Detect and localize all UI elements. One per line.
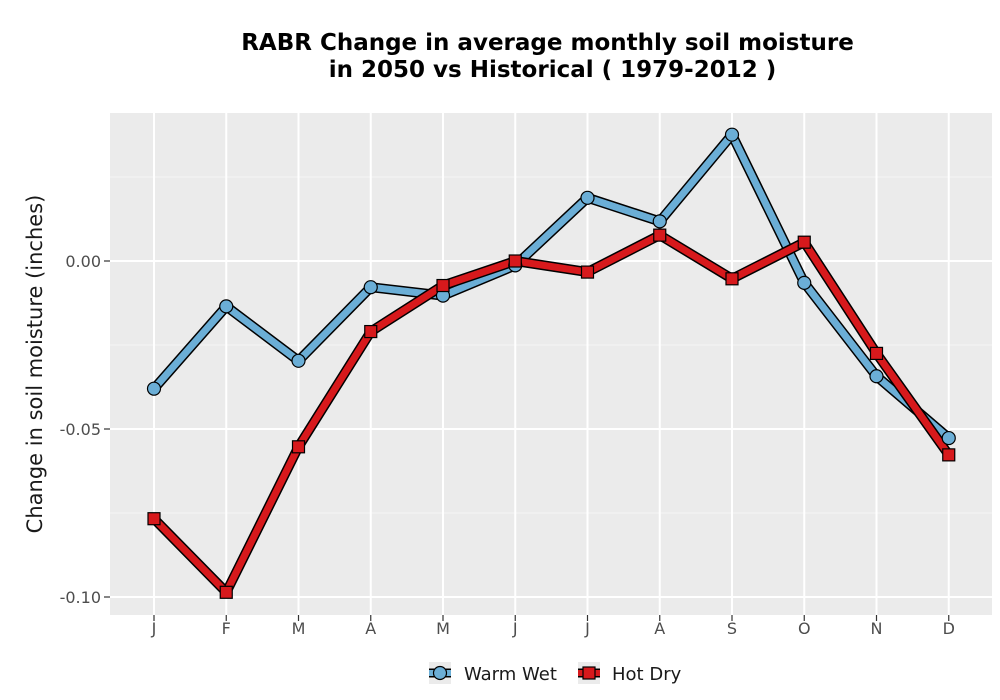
legend-key (429, 662, 451, 684)
plot-panel (110, 113, 992, 615)
x-tick-label: O (798, 619, 811, 638)
major-gridlines (110, 113, 992, 615)
x-tick-label: D (943, 619, 955, 638)
x-tick-label: J (512, 619, 518, 638)
data-point (291, 440, 306, 454)
x-tick-label: M (436, 619, 450, 638)
data-point (869, 346, 884, 360)
x-tick-label: N (871, 619, 883, 638)
series-line (150, 131, 953, 442)
legend: Warm Wet Hot Dry (429, 662, 682, 685)
data-point (219, 299, 234, 314)
legend-label: Warm Wet (464, 664, 557, 685)
data-point (363, 280, 378, 295)
data-point (580, 190, 595, 205)
data-point (869, 369, 884, 384)
data-point (725, 272, 739, 286)
y-tick-label: -0.10 (60, 588, 101, 607)
chart-title: RABR Change in average monthly soil mois… (0, 30, 1000, 84)
x-tick-label: A (654, 619, 665, 638)
data-point (364, 324, 378, 339)
data-point (580, 265, 595, 279)
data-point (652, 214, 667, 229)
y-axis: 0.00 -0.05 -0.10 (60, 252, 110, 607)
data-point (219, 585, 233, 599)
series-layer (149, 129, 954, 598)
minor-gridlines (110, 176, 992, 514)
chart-title-line-1: RABR Change in average monthly soil mois… (241, 30, 854, 56)
y-axis-title: Change in soil moisture (inches) (23, 195, 47, 534)
y-tick-label: 0.00 (65, 252, 101, 271)
data-point (508, 254, 522, 268)
data-point (436, 278, 450, 293)
legend-key (578, 662, 600, 684)
legend-marker (582, 666, 596, 680)
x-tick-label: A (365, 619, 376, 638)
x-tick-label: J (584, 619, 590, 638)
legend-marker (432, 665, 448, 681)
data-point (941, 430, 956, 446)
data-point (653, 228, 667, 242)
chart-title-line-2: in 2050 vs Historical ( 1979-2012 ) (328, 57, 777, 83)
data-point (291, 353, 306, 368)
data-point (797, 275, 812, 290)
x-tick-label: S (727, 619, 737, 638)
data-point (147, 512, 161, 526)
x-tick-label: F (222, 619, 231, 638)
legend-label: Hot Dry (612, 664, 682, 685)
series-line (150, 231, 953, 596)
data-point (724, 127, 740, 142)
y-tick-label: -0.05 (60, 420, 101, 439)
marker-layer (146, 127, 956, 599)
data-point (797, 235, 811, 249)
data-point (146, 381, 162, 396)
data-point (942, 448, 956, 462)
x-tick-label: M (292, 619, 306, 638)
x-tick-label: J (151, 619, 157, 638)
